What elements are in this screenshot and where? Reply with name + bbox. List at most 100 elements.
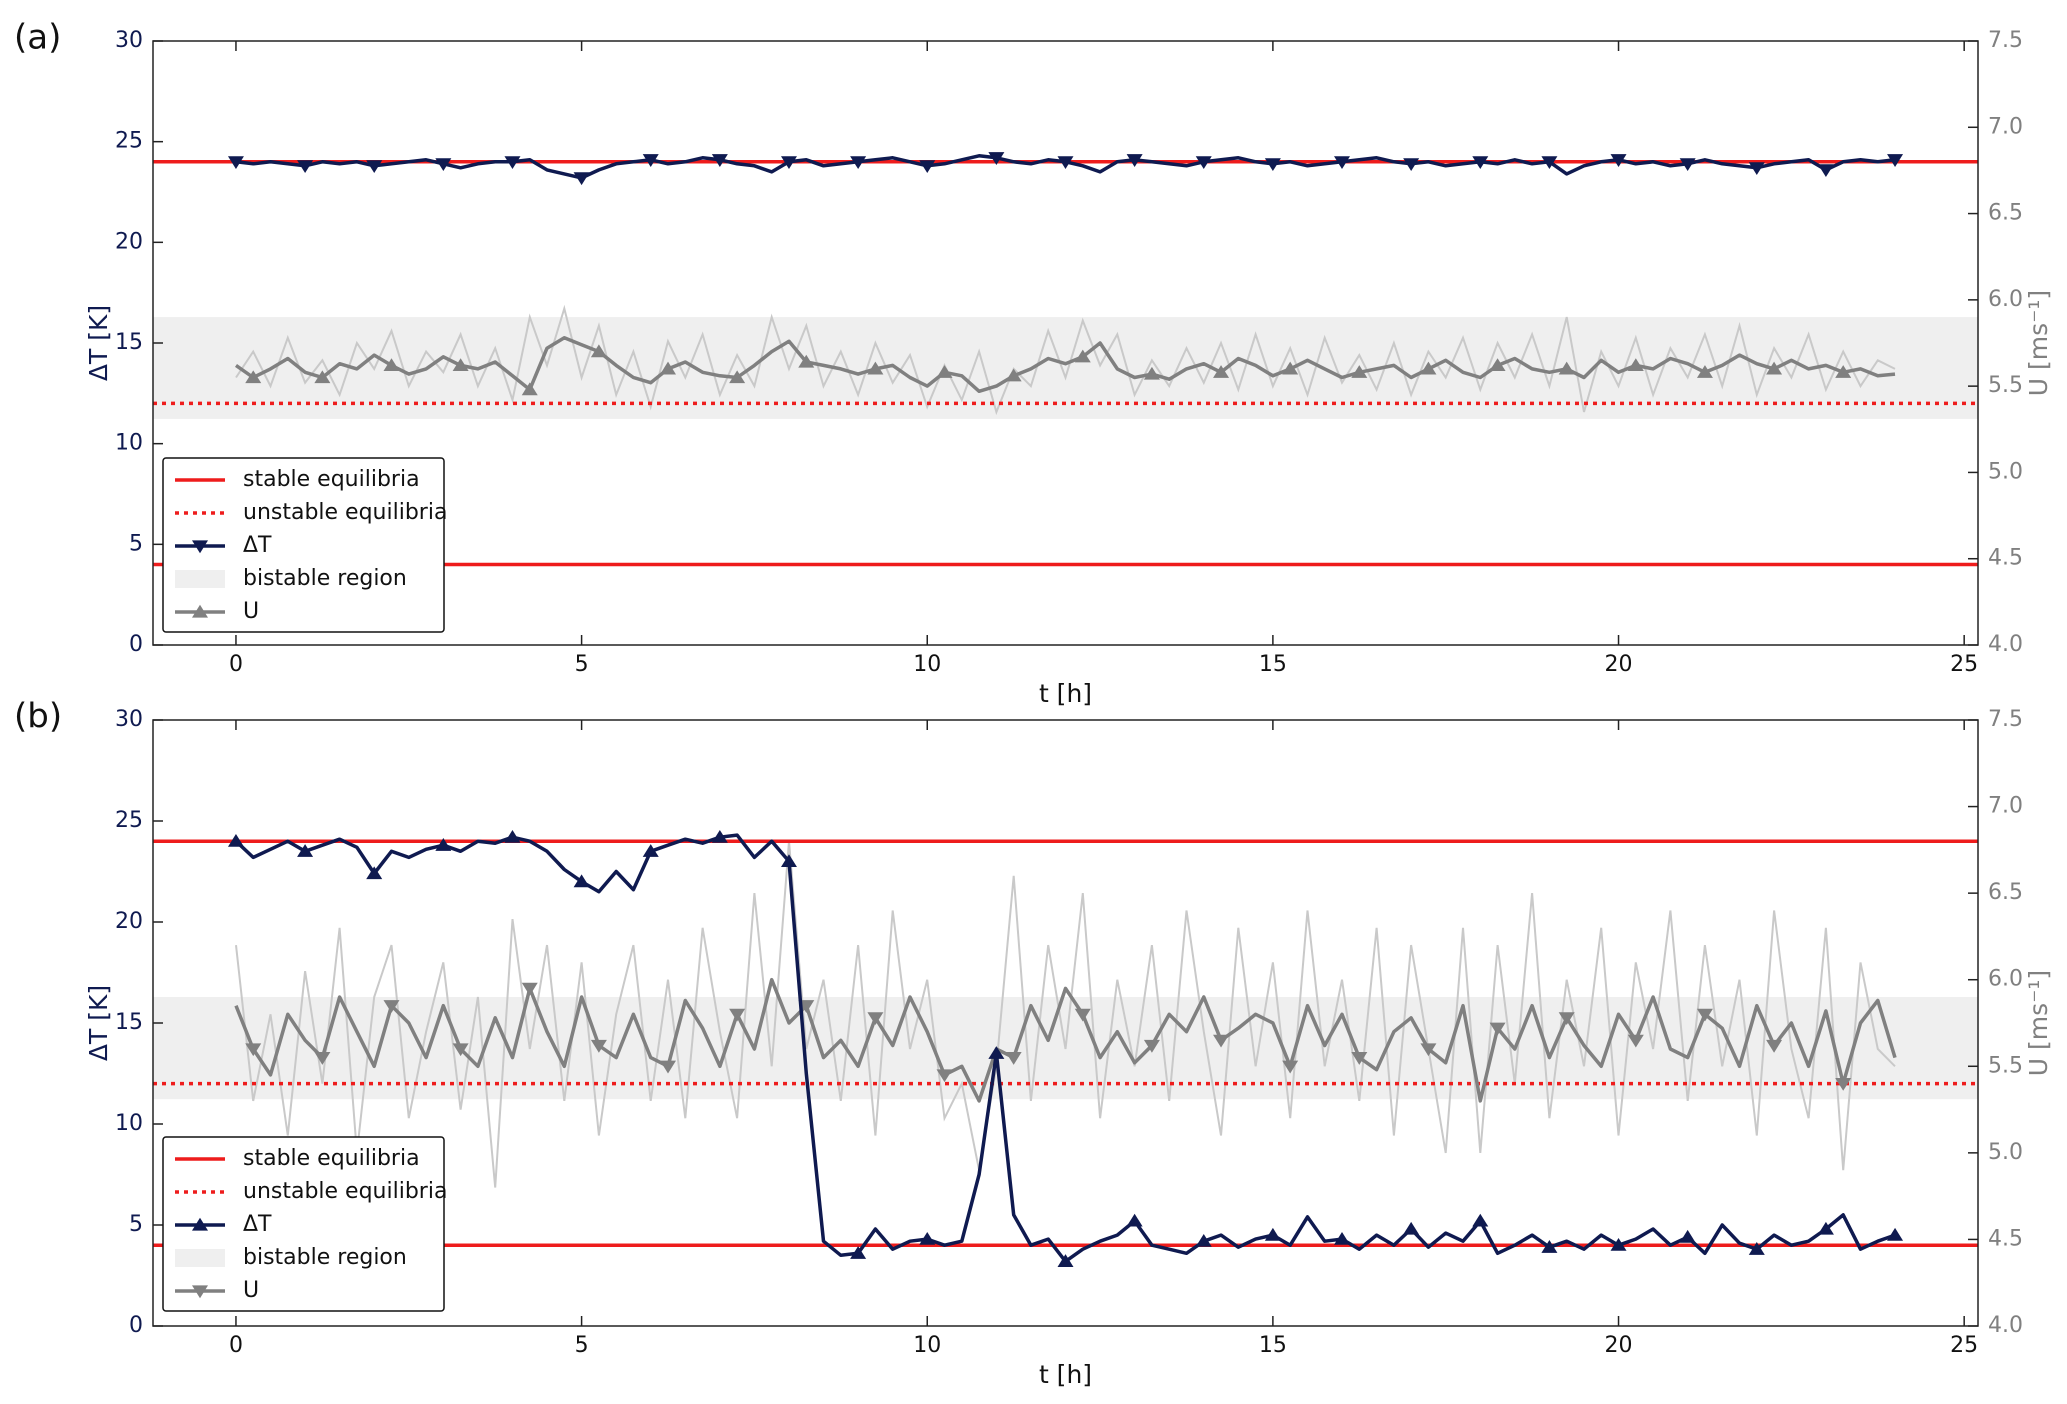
y-tick-label: 25 [115, 129, 143, 154]
marker [452, 358, 469, 372]
marker [1213, 1034, 1230, 1048]
u-raw-line [235, 841, 1896, 1188]
y-tick-label: 30 [115, 707, 143, 732]
marker [988, 152, 1005, 165]
marker [1817, 1221, 1834, 1235]
legend-label: unstable equilibria [243, 1179, 447, 1204]
y2-tick-label: 6.0 [1988, 287, 2023, 312]
marker [1403, 158, 1420, 172]
marker [1264, 1227, 1281, 1241]
y2-tick-label: 6.0 [1988, 967, 2023, 992]
marker [1627, 358, 1644, 372]
marker [435, 838, 452, 851]
x-axis-label: t [h] [1039, 1360, 1092, 1389]
marker [1334, 1231, 1351, 1245]
marker [867, 361, 884, 375]
legend-label: bistable region [243, 1245, 407, 1270]
legend-swatch [175, 1249, 225, 1267]
marker [1143, 1039, 1160, 1053]
marker [1074, 1008, 1091, 1022]
marker [573, 172, 590, 186]
y-tick-label: 15 [115, 1010, 143, 1035]
marker [1887, 154, 1904, 167]
panel-label: (a) [14, 18, 61, 58]
x-tick-label: 25 [1950, 1333, 1978, 1358]
x-tick-label: 25 [1950, 652, 1978, 677]
x-tick-label: 20 [1605, 1333, 1633, 1358]
marker [1403, 1221, 1420, 1235]
marker [729, 370, 746, 384]
marker [1610, 1238, 1627, 1251]
marker [867, 1012, 884, 1026]
marker [1213, 365, 1230, 378]
legend-marker [192, 1285, 208, 1299]
marker [780, 156, 797, 169]
marker [711, 829, 728, 843]
y2-tick-label: 7.0 [1988, 794, 2023, 819]
legend-label: ΔT [243, 533, 272, 558]
marker [1143, 366, 1160, 380]
marker [1264, 158, 1281, 172]
y-tick-label: 25 [115, 808, 143, 833]
y-tick-label: 0 [129, 1313, 143, 1338]
y-tick-label: 20 [115, 909, 143, 934]
marker [1696, 1008, 1713, 1022]
marker [1679, 1229, 1696, 1243]
marker [1351, 365, 1368, 378]
legend-label: unstable equilibria [243, 500, 447, 525]
legend-marker [192, 604, 208, 618]
marker [711, 154, 728, 167]
x-tick-label: 15 [1259, 652, 1287, 677]
marker [1835, 365, 1852, 378]
marker [1057, 1254, 1074, 1267]
x-axis-label: t [h] [1039, 679, 1092, 708]
x-tick-label: 15 [1259, 1333, 1287, 1358]
marker [1627, 1034, 1644, 1048]
y2-tick-label: 5.5 [1988, 1053, 2023, 1078]
y-tick-label: 5 [129, 1212, 143, 1237]
legend-swatch [175, 570, 225, 588]
marker [452, 1043, 469, 1057]
marker [1887, 1227, 1904, 1241]
x-tick-label: 5 [575, 652, 589, 677]
marker [1541, 1240, 1558, 1253]
marker [1195, 156, 1212, 169]
legend-label: U [243, 599, 259, 624]
y-tick-label: 10 [115, 431, 143, 456]
marker [1057, 156, 1074, 169]
marker [919, 1231, 936, 1245]
y-tick-label: 15 [115, 330, 143, 355]
marker [1696, 365, 1713, 378]
marker [642, 844, 659, 857]
legend-box [162, 1136, 445, 1312]
marker [988, 1046, 1005, 1059]
y-axis-label: ΔT [K] [84, 985, 113, 1061]
marker [936, 1069, 953, 1083]
marker [1334, 156, 1351, 169]
marker [366, 866, 383, 880]
marker [1748, 162, 1765, 176]
marker [1558, 1012, 1575, 1026]
marker [383, 1000, 400, 1013]
y2-axis-label: U [ms⁻¹] [2024, 970, 2053, 1076]
marker [919, 160, 936, 174]
y2-axis-label: U [ms⁻¹] [2024, 290, 2053, 396]
y-axis-label: ΔT [K] [84, 305, 113, 381]
y-tick-label: 5 [129, 531, 143, 556]
y2-tick-label: 5.0 [1988, 459, 2023, 484]
x-tick-label: 0 [229, 1333, 243, 1358]
marker [660, 1060, 677, 1074]
marker [1766, 361, 1783, 375]
marker [1472, 1213, 1489, 1227]
y2-tick-label: 4.5 [1988, 1226, 2023, 1251]
marker [1195, 1233, 1212, 1247]
marker [1541, 156, 1558, 169]
marker [1351, 1052, 1368, 1065]
x-tick-label: 10 [913, 652, 941, 677]
marker [1558, 361, 1575, 375]
marker [850, 156, 867, 169]
marker [1766, 1039, 1783, 1053]
marker [850, 1246, 867, 1259]
legend-marker [192, 540, 208, 554]
